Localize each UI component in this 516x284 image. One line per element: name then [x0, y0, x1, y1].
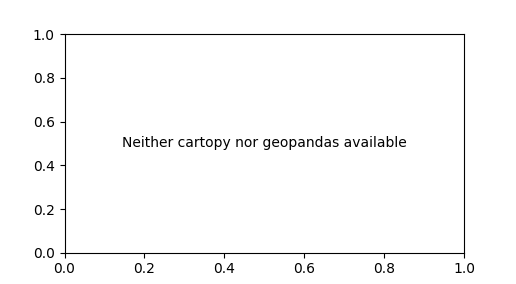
Text: Neither cartopy nor geopandas available: Neither cartopy nor geopandas available	[122, 136, 407, 151]
